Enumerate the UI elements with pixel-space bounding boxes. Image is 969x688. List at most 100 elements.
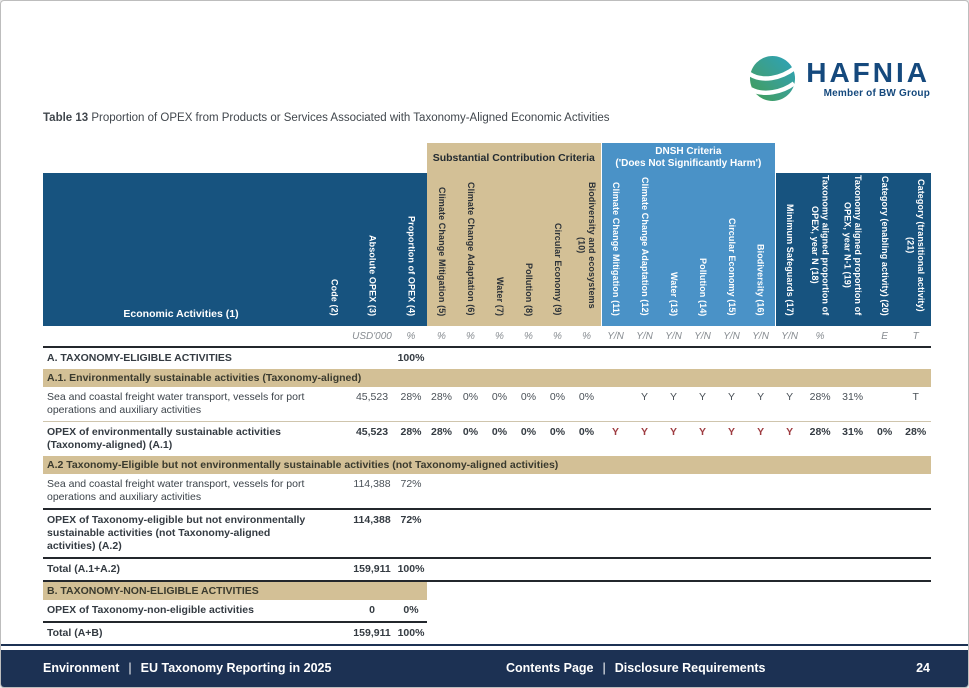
table-row: Sea and coastal freight water transport,… [43,387,932,422]
column-header-label: Taxonomy aligned proportion of OPEX, yea… [842,174,864,316]
value-cell: 0% [514,387,543,422]
value-cell [485,600,514,622]
footer-nav-divider: | [602,661,606,675]
value-cell: 28% [427,387,456,422]
disclosure-requirements-link[interactable]: Disclosure Requirements [614,661,766,675]
section-band: A.2 Taxonomy-Eligible but not environmen… [43,456,932,474]
column-header: Minimum Safeguards (17) [774,173,805,326]
column-header-label: Climate Change Mitigation (11) [611,181,622,316]
group-header-row: Substantial Contribution Criteria DNSH Cr… [43,143,932,173]
value-cell: 31% [842,426,864,438]
contents-page-link[interactable]: Contents Page [506,661,594,675]
value-cell [746,474,776,510]
value-cell [746,509,776,559]
column-header: Absolute OPEX (3) [349,173,395,326]
value-cell [900,347,931,369]
value-cell [514,622,543,645]
value-cell [601,509,631,559]
column-header-label: Pollution (8) [523,262,534,316]
column-header: Circular Economy (9) [543,173,572,326]
value-cell: 0% [578,426,595,438]
section-row: A.2 Taxonomy-Eligible but not environmen… [43,456,932,474]
units-row: USD'000%%%%%%% Y/N Y/N Y/N Y/N Y/N Y/N Y/N% E T [43,326,932,348]
column-header-label: Minimum Safeguards (17) [785,204,796,316]
column-header: Biodiversity and ecosystems (10) [572,173,602,326]
row-label: OPEX of environmentally sustainable acti… [47,426,281,451]
value-cell: 0% [395,600,427,623]
value-cell: Y [630,387,660,422]
value-cell [319,509,349,559]
unit-cell [836,326,870,348]
value-cell [688,474,718,510]
value-cell [485,474,514,510]
table-row: A. TAXONOMY-ELIGIBLE ACTIVITIES 100% [43,347,931,369]
value-cell: 100% [397,352,425,364]
value-cell: 45,523 [349,387,395,422]
column-header: Pollution (14) [688,173,718,326]
value-cell [630,622,659,645]
footer-section: Environment [43,661,120,675]
value-cell [427,600,456,622]
column-header: Category (transitional activity) (21) [900,173,932,326]
value-cell [319,474,349,510]
footer-divider: | [128,661,132,675]
value-cell [456,509,485,559]
value-cell [319,622,349,646]
column-header: Water (7) [485,173,514,326]
column-header-label: Water (7) [494,276,505,316]
value-cell [775,622,804,645]
value-cell [688,509,718,559]
value-cell [717,474,747,510]
table-row: OPEX of Taxonomy-non-eligible activities… [43,600,931,623]
value-cell [717,600,746,622]
value-cell: 0% [549,426,566,438]
value-cell [485,558,514,582]
column-header: Proportion of OPEX (4) [395,173,427,326]
column-header-label: Climate Change Mitigation (5) [436,186,447,316]
value-cell [775,509,805,559]
value-cell [746,600,775,622]
column-header: Climate Change Adaptation (12) [630,173,660,326]
value-cell [349,347,395,369]
value-cell: Y [641,426,649,438]
column-header-label: Category (enabling activity) (20) [879,176,890,316]
value-cell: Y [699,426,707,438]
value-cell [659,558,689,582]
value-cell [688,622,717,645]
value-cell [659,622,688,645]
table-row: OPEX of Taxonomy-eligible but not enviro… [43,509,932,559]
value-cell [869,600,900,622]
column-header-label: Taxonomy aligned proportion of OPEX, yea… [810,174,831,316]
value-cell: 0 [349,600,395,623]
unit-cell: % [543,326,572,348]
unit-cell: Y/N [630,326,660,348]
value-cell [514,558,543,582]
value-cell: 28% [905,426,927,438]
value-cell: 159,911 [349,558,395,582]
value-cell [717,622,746,645]
footer-bar: Environment | EU Taxonomy Reporting in 202… [1,650,968,687]
unit-cell: % [804,326,837,348]
value-cell [572,347,601,369]
value-cell [804,509,837,559]
value-cell [869,387,901,422]
value-cell: 0% [462,426,479,438]
table-row: Total (A.1+A.2) 159,911 100% [43,558,932,582]
unit-cell: % [427,326,456,348]
value-cell [514,509,543,559]
table-row: Sea and coastal freight water transport,… [43,474,932,510]
opex-taxonomy-table: Substantial Contribution Criteria DNSH Cr… [43,143,932,646]
value-cell [836,347,869,369]
hafnia-globe-icon [747,55,797,102]
value-cell [485,509,514,559]
value-cell [659,600,688,622]
value-cell [804,347,836,369]
value-cell [572,509,602,559]
value-cell: Y [746,387,776,422]
section-band: A.1. Environmentally sustainable activit… [43,369,932,387]
value-cell [836,558,870,582]
value-cell [900,509,932,559]
value-cell [869,347,900,369]
column-header-label: Water (13) [668,271,679,316]
value-cell [688,347,717,369]
